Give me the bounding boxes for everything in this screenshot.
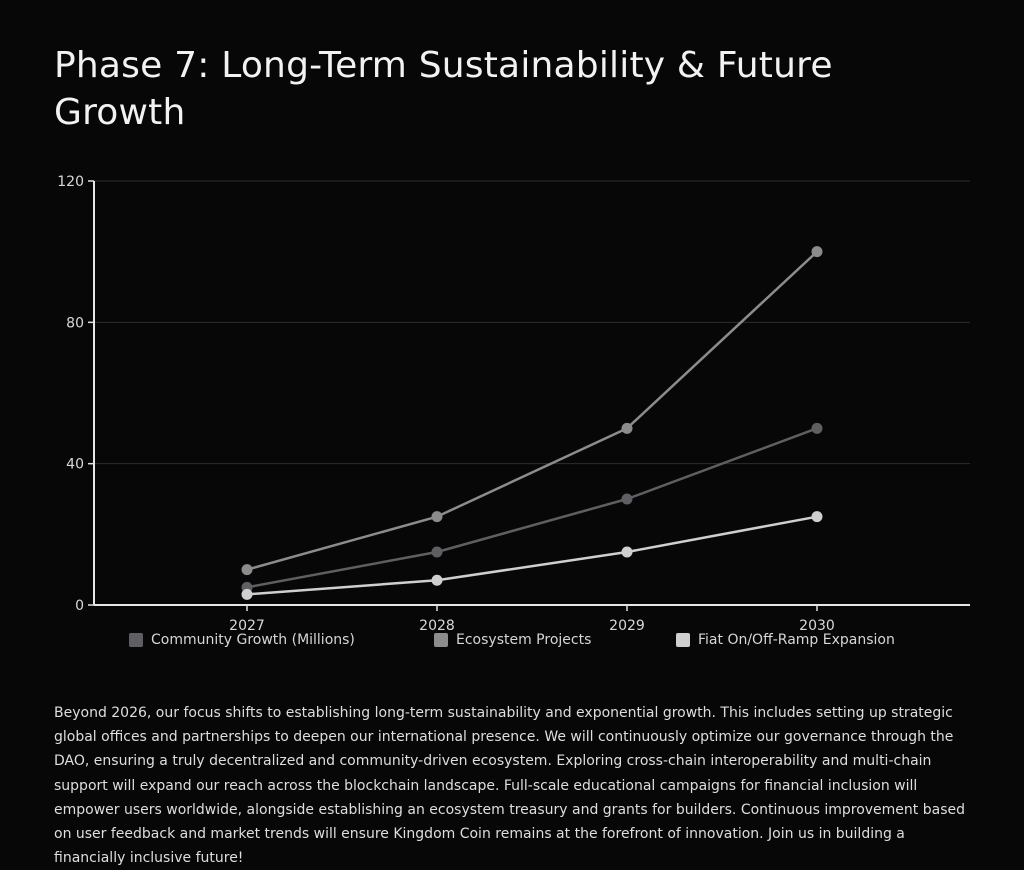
- y-tick-label: 120: [57, 174, 84, 190]
- axes: [88, 180, 970, 611]
- legend-swatch: [676, 633, 690, 647]
- chart-legend: Community Growth (Millions) Ecosystem Pro…: [0, 632, 1024, 654]
- series-lines: [241, 246, 823, 600]
- x-tick-label-2030: 2030: [799, 618, 835, 634]
- series-line-2: [246, 515, 818, 596]
- phase-description: Beyond 2026, our focus shifts to establi…: [54, 705, 965, 867]
- data-point-s2-2030: [811, 511, 823, 523]
- y-tick-label: 40: [66, 457, 84, 473]
- legend-item-1: Ecosystem Projects: [434, 632, 591, 648]
- data-point-s0-2029: [621, 493, 633, 505]
- legend-label: Ecosystem Projects: [456, 632, 592, 648]
- x-tick-label-2027: 2027: [229, 618, 265, 634]
- legend-item-2: Fiat On/Off-Ramp Expansion: [676, 632, 895, 648]
- tick-labels: 0 40 80 120 2027 2028 2029 2030: [57, 174, 835, 634]
- series-line-0: [246, 427, 818, 589]
- grid-lines: [94, 180, 970, 465]
- legend-item-0: Community Growth (Millions): [129, 632, 355, 648]
- y-tick-label: 0: [75, 598, 84, 614]
- legend-swatch: [129, 633, 143, 647]
- data-point-s1-2030: [811, 246, 823, 258]
- data-point-s2-2028: [431, 574, 443, 586]
- data-point-s0-2028: [431, 546, 443, 558]
- legend-label: Community Growth (Millions): [151, 632, 355, 648]
- series-line-1: [246, 250, 818, 571]
- data-point-s0-2030: [811, 422, 823, 434]
- legend-swatch: [434, 633, 448, 647]
- data-point-s1-2028: [431, 511, 443, 523]
- legend-label: Fiat On/Off-Ramp Expansion: [698, 632, 895, 648]
- data-point-s1-2027: [241, 564, 253, 576]
- data-point-s1-2029: [621, 422, 633, 434]
- x-tick-label-2029: 2029: [609, 618, 645, 634]
- page-title: Phase 7: Long-Term Sustainability & Futu…: [54, 45, 833, 133]
- x-tick-label-2028: 2028: [419, 618, 455, 634]
- data-point-s2-2027: [241, 588, 253, 600]
- data-point-s2-2029: [621, 546, 633, 558]
- y-tick-label: 80: [66, 315, 84, 331]
